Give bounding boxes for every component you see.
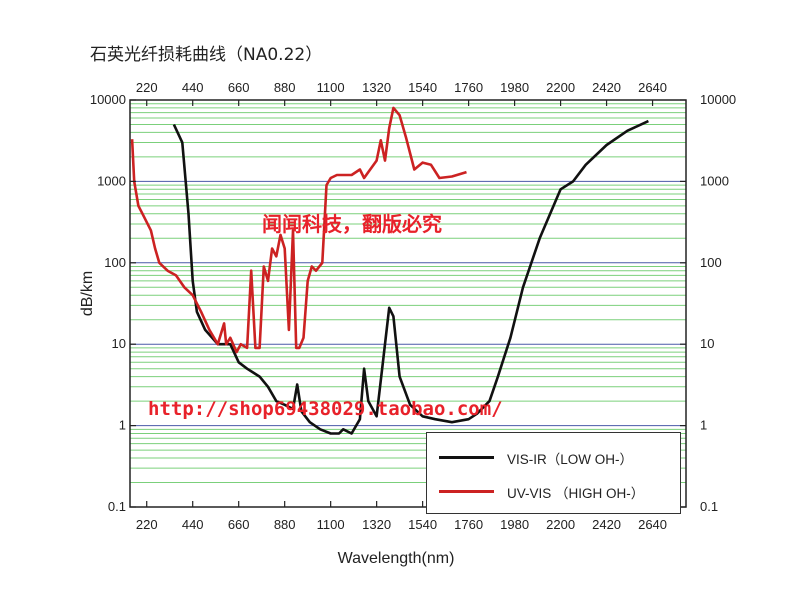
x-tick-label-bottom: 440 xyxy=(182,517,204,532)
axis-labels: 2202204404406606608808801100110013201320… xyxy=(79,80,736,567)
y-tick-label-right: 10 xyxy=(700,336,714,351)
legend-swatch-vis-ir xyxy=(439,456,494,459)
x-tick-label-bottom: 660 xyxy=(228,517,250,532)
x-tick-label-bottom: 1320 xyxy=(362,517,391,532)
y-tick-label-right: 10000 xyxy=(700,92,736,107)
x-tick-label-bottom: 220 xyxy=(136,517,158,532)
x-tick-label-bottom: 2640 xyxy=(638,517,667,532)
legend-swatch-uv-vis xyxy=(439,490,494,493)
y-tick-label-left: 10000 xyxy=(90,92,126,107)
y-tick-label-right: 0.1 xyxy=(700,499,718,514)
x-tick-label-top: 1100 xyxy=(317,80,345,95)
series-line-uv-vis xyxy=(130,106,467,354)
legend-entry-vis-ir: VIS-IR（LOW OH-） xyxy=(427,447,680,467)
chart-title: 石英光纤损耗曲线（NA0.22） xyxy=(90,45,323,65)
x-tick-label-top: 440 xyxy=(182,80,204,95)
x-tick-label-top: 880 xyxy=(274,80,296,95)
x-tick-label-top: 660 xyxy=(228,80,250,95)
plot-frame xyxy=(129,99,687,508)
y-tick-label-right: 1 xyxy=(700,418,707,433)
x-tick-label-bottom: 2200 xyxy=(546,517,575,532)
y-tick-label-left: 1 xyxy=(119,418,126,433)
x-tick-label-top: 1760 xyxy=(454,80,483,95)
y-tick-label-left: 100 xyxy=(104,255,126,270)
x-tick-label-top: 220 xyxy=(136,80,158,95)
brand-watermark: 闻闻科技，翻版必究 xyxy=(262,212,442,236)
legend-label-uv-vis: UV-VIS （HIGH OH-） xyxy=(507,486,645,501)
y-tick-label-right: 1000 xyxy=(700,173,729,188)
y-tick-label-left: 1000 xyxy=(97,173,126,188)
x-tick-label-bottom: 2420 xyxy=(592,517,621,532)
x-tick-label-bottom: 1100 xyxy=(317,517,345,532)
x-tick-label-top: 2200 xyxy=(546,80,575,95)
y-tick-label-left: 10 xyxy=(112,336,126,351)
series-line-vis-ir xyxy=(172,119,649,435)
x-tick-label-bottom: 880 xyxy=(274,517,296,532)
x-tick-label-bottom: 1760 xyxy=(454,517,483,532)
chart-series xyxy=(130,106,649,435)
y-tick-label-right: 100 xyxy=(700,255,722,270)
x-tick-label-top: 2420 xyxy=(592,80,621,95)
x-tick-label-bottom: 1540 xyxy=(408,517,437,532)
legend-entry-uv-vis: UV-VIS （HIGH OH-） xyxy=(427,481,680,501)
x-tick-label-top: 1980 xyxy=(500,80,529,95)
chart-legend: VIS-IR（LOW OH-） UV-VIS （HIGH OH-） xyxy=(426,432,681,514)
legend-label-vis-ir: VIS-IR（LOW OH-） xyxy=(507,452,634,467)
y-tick-label-left: 0.1 xyxy=(108,499,126,514)
url-watermark: http://shop69438029.taobao.com/ xyxy=(148,398,503,420)
y-axis-label: dB/km xyxy=(79,271,96,316)
x-tick-label-top: 2640 xyxy=(638,80,667,95)
x-tick-label-bottom: 1980 xyxy=(500,517,529,532)
x-axis-label: Wavelength(nm) xyxy=(338,550,455,567)
chart-grid xyxy=(130,103,686,483)
x-tick-label-top: 1540 xyxy=(408,80,437,95)
x-tick-label-top: 1320 xyxy=(362,80,391,95)
